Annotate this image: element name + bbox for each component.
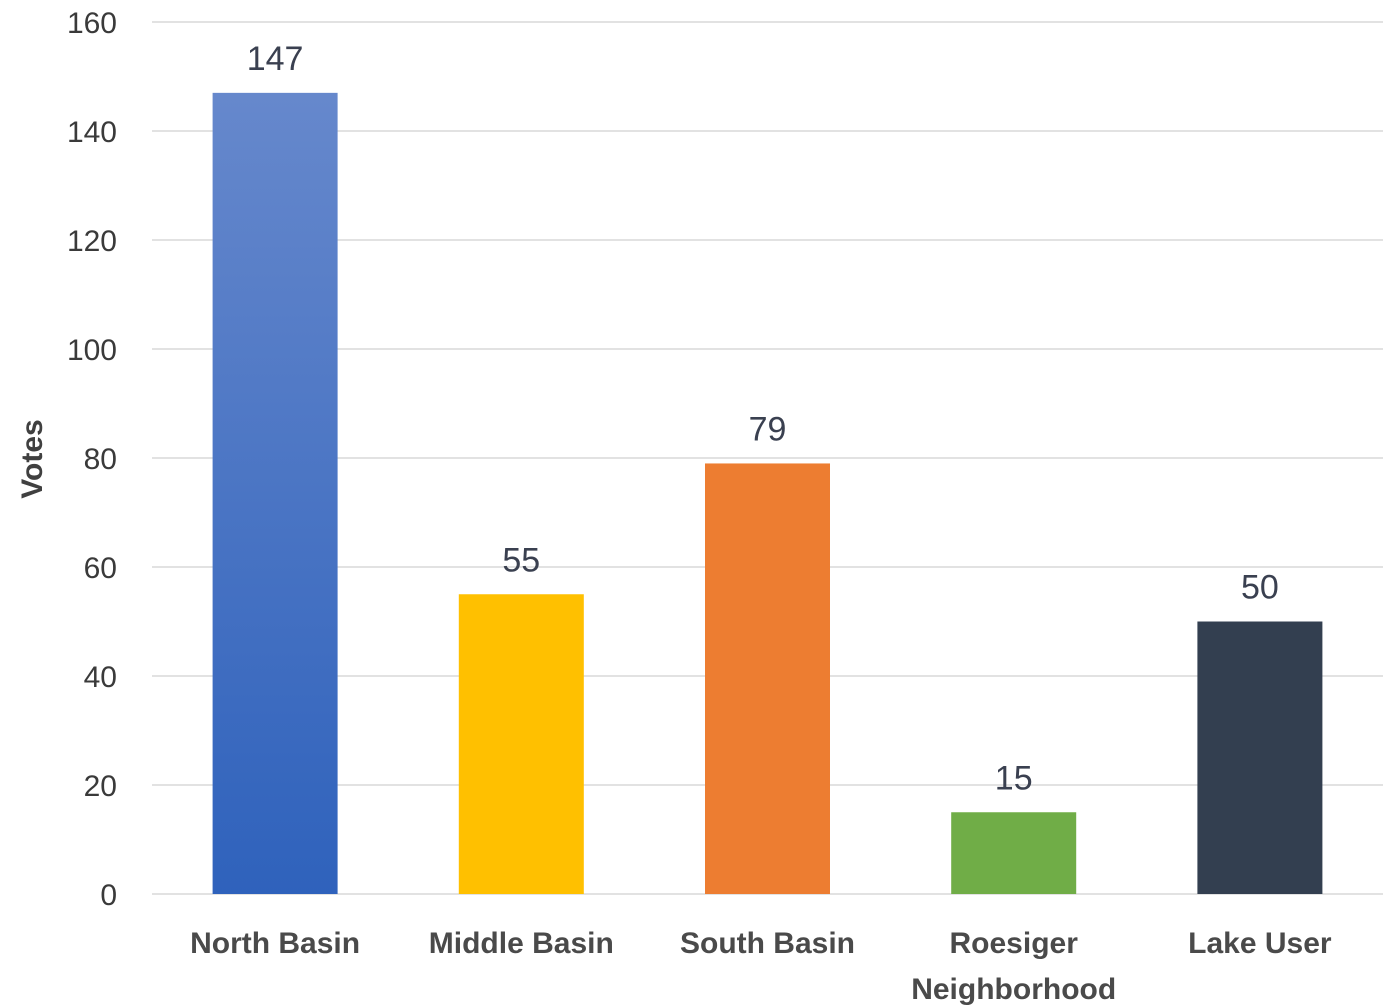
x-tick-label: North Basin bbox=[190, 927, 360, 960]
x-tick-label: Neighborhood bbox=[911, 973, 1116, 1006]
data-label: 147 bbox=[247, 40, 304, 78]
y-tick-label: 60 bbox=[84, 552, 117, 585]
bar-south-basin bbox=[705, 463, 830, 894]
y-axis-title: Votes bbox=[16, 419, 49, 498]
y-tick-label: 20 bbox=[84, 770, 117, 803]
x-tick-label: South Basin bbox=[680, 927, 855, 960]
bar-north-basin bbox=[212, 92, 338, 895]
data-labels: 147 55 79 15 50 bbox=[247, 40, 1279, 797]
bar-lake-user bbox=[1197, 621, 1323, 894]
data-label: 79 bbox=[749, 410, 787, 448]
bar-roesiger-neighborhood bbox=[951, 812, 1077, 894]
data-label: 50 bbox=[1241, 569, 1279, 607]
data-label: 15 bbox=[995, 759, 1033, 797]
y-tick-label: 40 bbox=[84, 661, 117, 694]
y-tick-label: 140 bbox=[67, 116, 117, 149]
x-axis-categories: North Basin Middle Basin South Basin Roesig… bbox=[190, 927, 1332, 1006]
y-tick-label: 80 bbox=[84, 443, 117, 476]
y-axis-ticks: 0 20 40 60 80 100 120 140 160 bbox=[67, 7, 117, 912]
x-tick-label: Roesiger bbox=[950, 927, 1079, 960]
bars bbox=[212, 92, 1323, 895]
y-tick-label: 100 bbox=[67, 334, 117, 367]
x-tick-label: Lake User bbox=[1188, 927, 1332, 960]
y-tick-label: 160 bbox=[67, 7, 117, 40]
x-tick-label: Middle Basin bbox=[429, 927, 614, 960]
bar-middle-basin bbox=[458, 594, 584, 894]
y-tick-label: 120 bbox=[67, 225, 117, 258]
data-label: 55 bbox=[502, 541, 540, 579]
y-tick-label: 0 bbox=[100, 879, 117, 912]
gridlines bbox=[152, 21, 1383, 895]
